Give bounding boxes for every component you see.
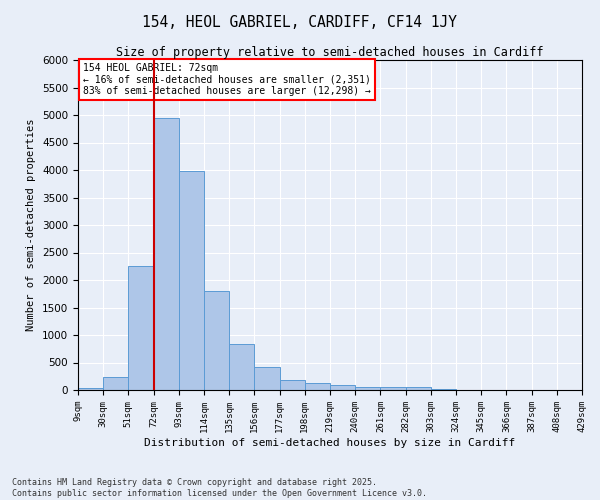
Bar <box>179 171 204 390</box>
X-axis label: Distribution of semi-detached houses by size in Cardiff: Distribution of semi-detached houses by … <box>145 438 515 448</box>
Bar <box>406 387 431 390</box>
Text: 154 HEOL GABRIEL: 72sqm
← 16% of semi-detached houses are smaller (2,351)
83% of: 154 HEOL GABRIEL: 72sqm ← 16% of semi-de… <box>83 64 371 96</box>
Title: Size of property relative to semi-detached houses in Cardiff: Size of property relative to semi-detach… <box>116 46 544 59</box>
Bar <box>103 377 128 390</box>
Bar <box>330 385 355 390</box>
Bar <box>305 383 330 390</box>
Bar <box>229 344 254 390</box>
Bar <box>280 380 305 390</box>
Text: 154, HEOL GABRIEL, CARDIFF, CF14 1JY: 154, HEOL GABRIEL, CARDIFF, CF14 1JY <box>143 15 458 30</box>
Bar <box>78 388 103 390</box>
Text: Contains HM Land Registry data © Crown copyright and database right 2025.
Contai: Contains HM Land Registry data © Crown c… <box>12 478 427 498</box>
Y-axis label: Number of semi-detached properties: Number of semi-detached properties <box>26 118 37 331</box>
Bar <box>128 266 154 390</box>
Bar <box>355 386 380 390</box>
Bar <box>254 367 280 390</box>
Bar <box>204 291 229 390</box>
Bar <box>154 118 179 390</box>
Bar <box>380 387 406 390</box>
